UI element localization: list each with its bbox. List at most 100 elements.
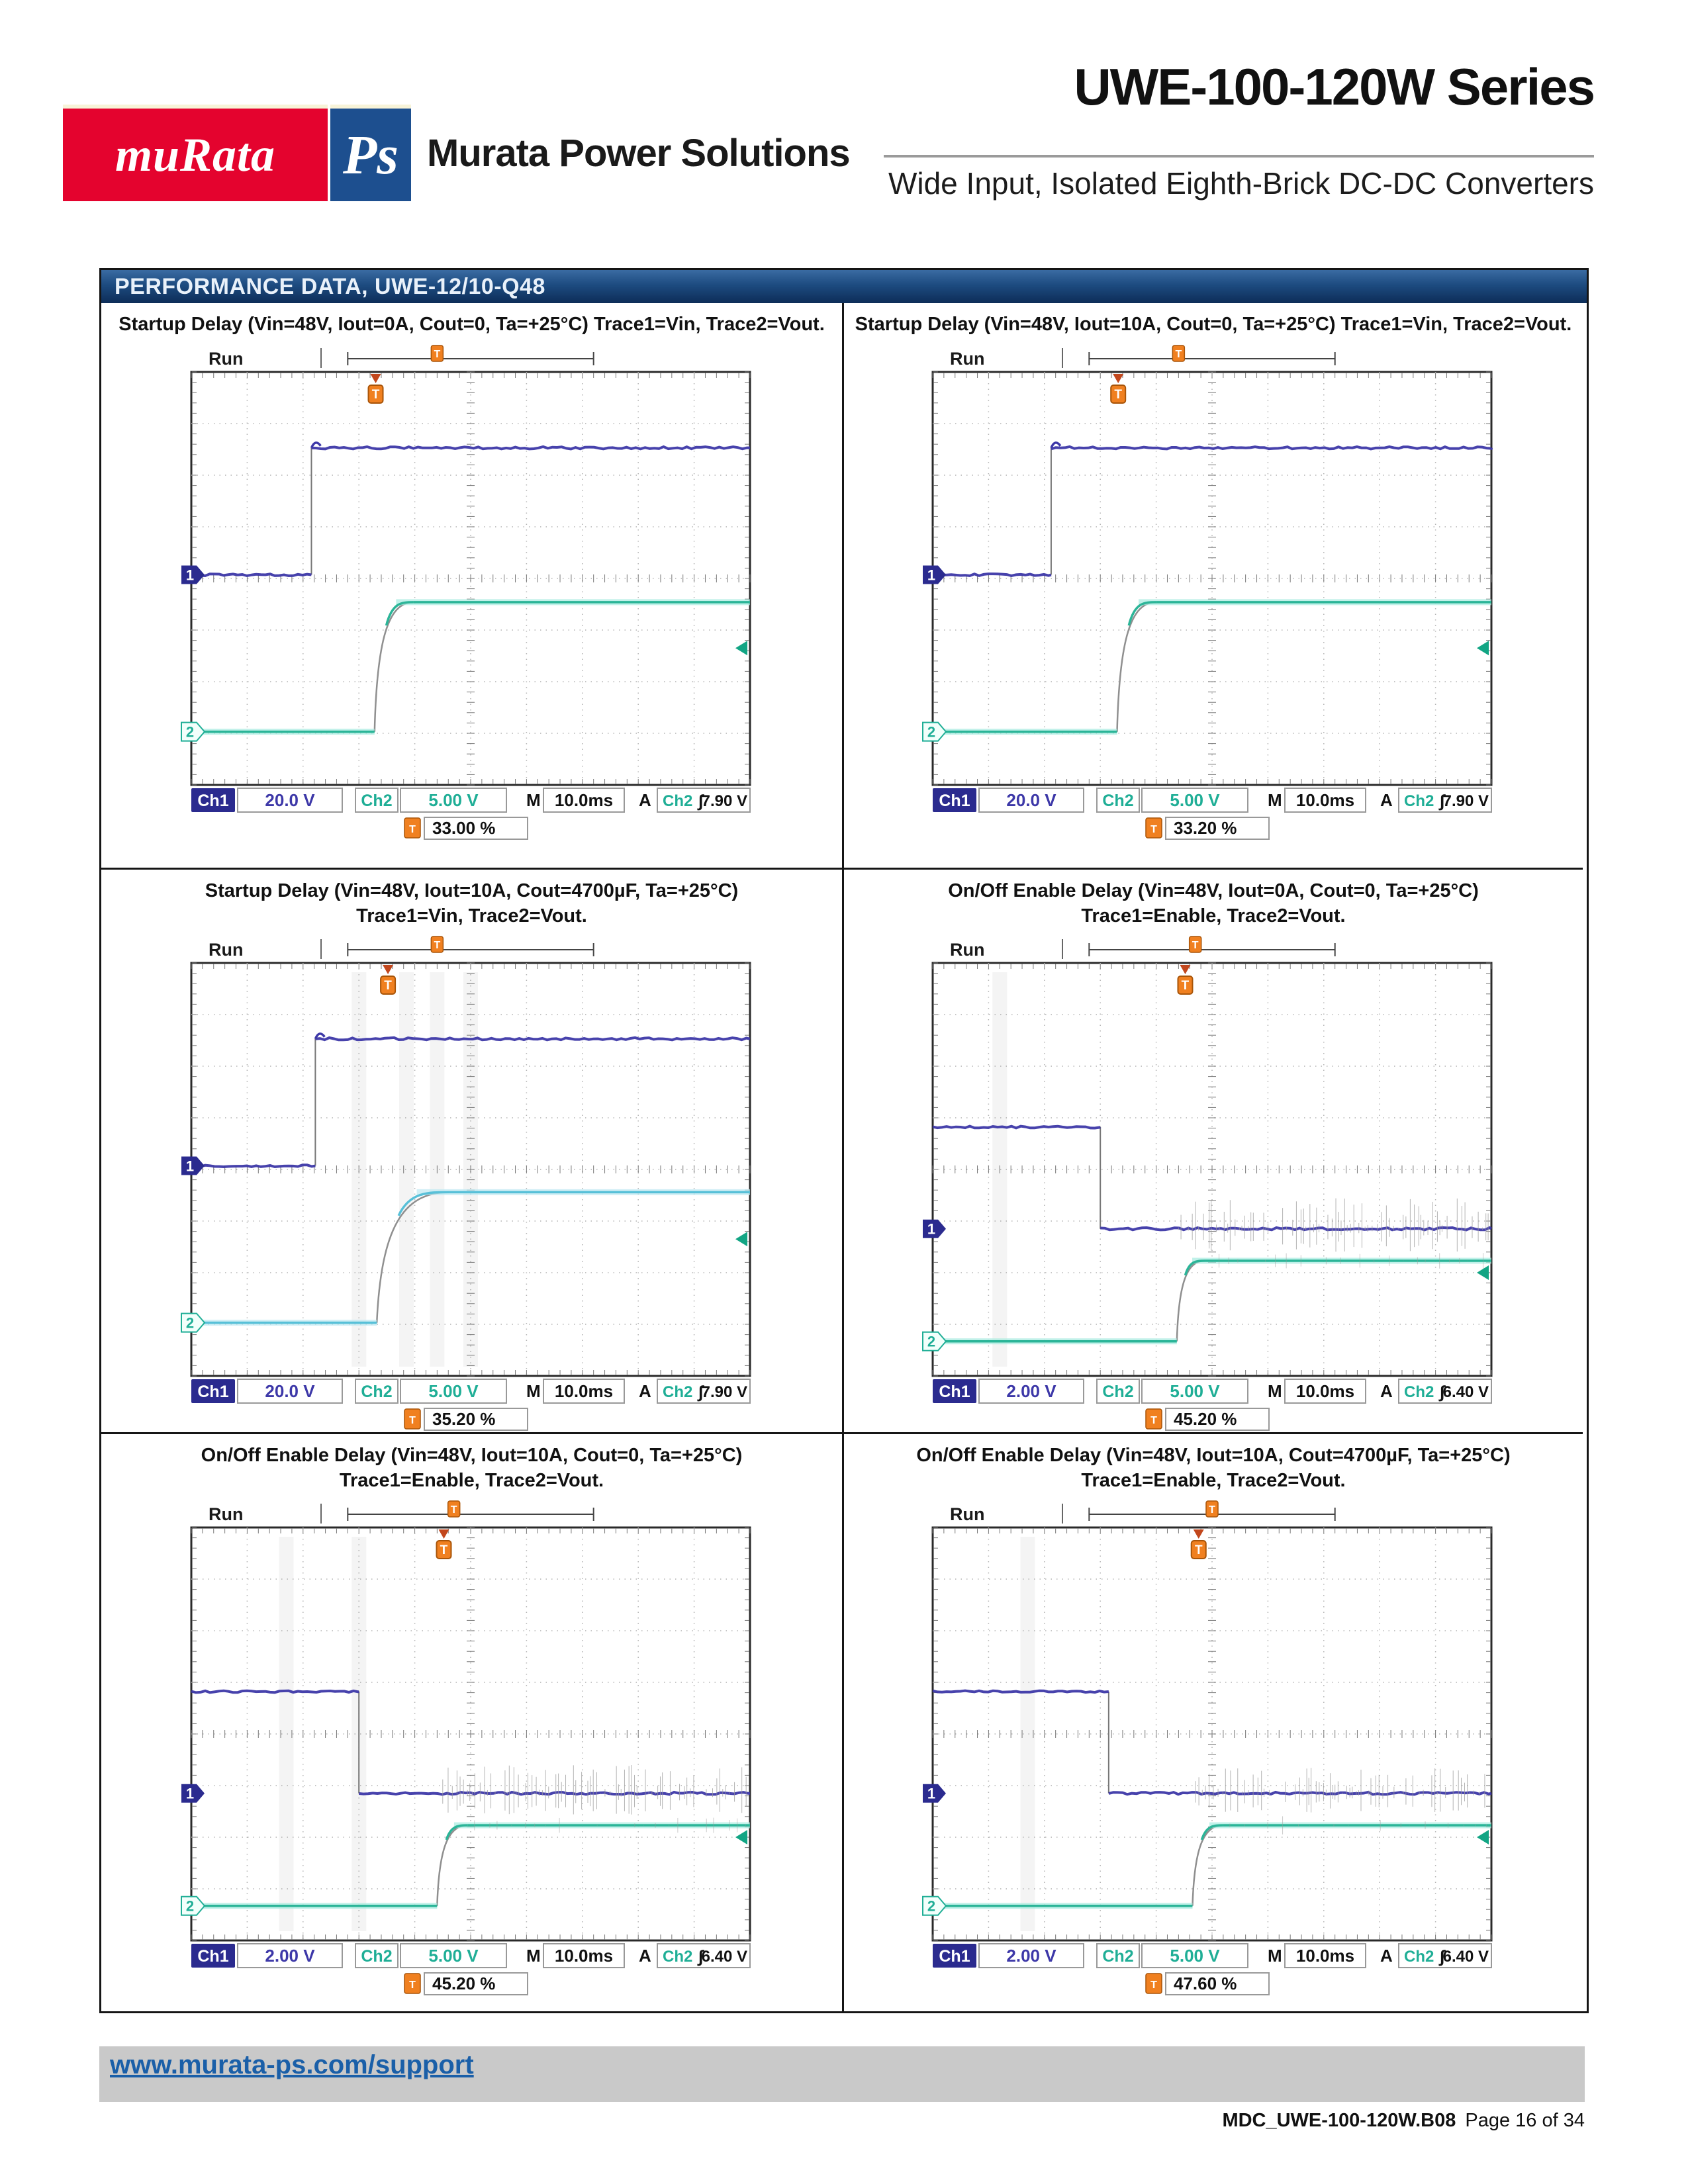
trigger-position-arrow	[1180, 965, 1191, 975]
trigger-percent-icon	[403, 817, 421, 839]
performance-data-section: PERFORMANCE DATA, UWE-12/10-Q48 Startup …	[99, 268, 1589, 2013]
ch1-trace-right	[1100, 1226, 1493, 1232]
trigger-position-flag	[435, 1540, 451, 1560]
ch1-scale-box	[236, 787, 343, 813]
brand-name: Murata Power Solutions	[427, 131, 851, 175]
svg-text:T: T	[440, 1543, 447, 1557]
trigger-position-flag	[1190, 1540, 1207, 1560]
trigger-percent-value: 33.00 %	[432, 818, 495, 838]
svg-text:∫: ∫	[1438, 791, 1446, 811]
svg-text:∫: ∫	[697, 1382, 704, 1402]
timebase-box	[542, 787, 625, 813]
trigger-readout-box	[656, 1943, 751, 1969]
svg-text:10.0ms: 10.0ms	[554, 790, 612, 810]
svg-text:1: 1	[185, 1158, 193, 1175]
svg-text:T: T	[1209, 1504, 1215, 1516]
panel-title: On/Off Enable Delay (Vin=48V, Iout=10A, …	[916, 1445, 1511, 1466]
ch1-ground-marker	[181, 1784, 205, 1803]
svg-text:5.00 V: 5.00 V	[1170, 790, 1220, 810]
svg-text:Ch2: Ch2	[1404, 792, 1434, 810]
svg-text:1: 1	[927, 1786, 935, 1802]
ch2-scale-box	[1141, 1379, 1248, 1404]
ch1-readout-badge	[191, 1944, 235, 1968]
svg-text:2.00 V: 2.00 V	[265, 1946, 315, 1966]
ch1-trace-right	[310, 445, 750, 451]
svg-text:T: T	[1114, 388, 1122, 402]
trigger-level-arrow	[1477, 1265, 1489, 1281]
svg-text:6.40 V: 6.40 V	[701, 1948, 747, 1966]
trigger-percent-box	[423, 1972, 528, 1996]
svg-text:Ch2: Ch2	[361, 1383, 392, 1401]
ch2-readout-badge	[1096, 1943, 1140, 1969]
svg-text:10.0ms: 10.0ms	[554, 1381, 612, 1401]
ch2-ground-marker	[922, 1896, 947, 1917]
ch1-readout-badge	[191, 1379, 235, 1404]
svg-text:Ch2: Ch2	[1102, 1383, 1133, 1401]
svg-text:5.00 V: 5.00 V	[1170, 1381, 1220, 1401]
timebase-box	[542, 1379, 625, 1404]
run-status-label: Run	[950, 349, 984, 369]
ch1-trace-left	[932, 572, 1052, 577]
ch1-scale-box	[236, 1943, 343, 1969]
trigger-percent-value: 47.60 %	[1174, 1974, 1237, 1993]
svg-text:Ch1: Ch1	[197, 1383, 228, 1401]
page-subtitle: Wide Input, Isolated Eighth-Brick DC-DC …	[888, 166, 1594, 201]
ch1-trace-right	[1051, 445, 1493, 451]
trigger-percent-value: 45.20 %	[432, 1974, 495, 1993]
trigger-marker-icon	[1188, 936, 1202, 954]
svg-text:5.00 V: 5.00 V	[428, 790, 479, 810]
svg-text:2: 2	[185, 1315, 193, 1332]
oscilloscope-screenshot: Run T 1 2 T Ch1 2.00 V Ch2 5.00 V M 10.0ms A Ch2 ∫ 6.4…	[180, 1497, 763, 2003]
svg-text:2: 2	[927, 723, 935, 740]
ch2-readout-badge	[1096, 787, 1140, 813]
svg-text:Ch1: Ch1	[939, 792, 970, 810]
ch1-trace-left	[932, 1124, 1101, 1130]
ch1-ground-marker	[923, 1220, 946, 1239]
ch2-readout-badge	[354, 1379, 399, 1404]
trigger-percent-value: 33.20 %	[1174, 818, 1237, 838]
ch1-readout-badge	[933, 1944, 976, 1968]
svg-text:7.90 V: 7.90 V	[1443, 792, 1489, 810]
support-link[interactable]: www.murata-ps.com/support	[110, 2050, 474, 2079]
trigger-percent-box	[1165, 1972, 1270, 1996]
svg-text:T: T	[1150, 824, 1157, 835]
ch1-ground-marker	[923, 1784, 946, 1803]
trigger-marker-icon	[430, 936, 444, 954]
svg-text:A: A	[639, 1381, 651, 1401]
svg-text:T: T	[1150, 1415, 1157, 1426]
svg-text:Ch1: Ch1	[939, 1947, 970, 1966]
svg-text:T: T	[434, 349, 440, 360]
run-status-label: Run	[209, 349, 243, 369]
panel-enable-10a: On/Off Enable Delay (Vin=48V, Iout=10A, …	[101, 1432, 842, 2011]
ch2-ground-marker	[922, 721, 947, 742]
trigger-readout-box	[1398, 787, 1492, 813]
murata-logo-text: muRata	[115, 128, 276, 181]
svg-text:∫: ∫	[1438, 1946, 1446, 1966]
ch2-ground-marker	[180, 721, 205, 742]
svg-text:6.40 V: 6.40 V	[1443, 1383, 1489, 1401]
svg-text:∫: ∫	[1438, 1382, 1446, 1402]
trigger-level-arrow	[1477, 640, 1489, 655]
ch1-trace-left	[190, 572, 312, 577]
svg-text:M: M	[1268, 1381, 1282, 1401]
svg-text:T: T	[1195, 1543, 1203, 1557]
trigger-readout-box	[1398, 1379, 1492, 1404]
svg-text:M: M	[1268, 790, 1282, 810]
ch1-scale-box	[978, 1379, 1084, 1404]
trigger-percent-icon	[1145, 817, 1162, 839]
oscilloscope-screenshot: Run T 1 2 T Ch1 20.0 V Ch2 5.00 V M 10.0ms A Ch2 ∫ 7.9…	[180, 933, 763, 1432]
svg-text:2.00 V: 2.00 V	[1006, 1381, 1056, 1401]
ch1-ground-marker	[181, 565, 205, 584]
murata-logo-red: muRata	[63, 105, 328, 201]
ch2-scale-box	[399, 1943, 507, 1969]
svg-text:2: 2	[185, 723, 193, 740]
svg-text:10.0ms: 10.0ms	[554, 1946, 612, 1966]
trigger-position-flag	[367, 384, 384, 404]
svg-text:A: A	[1380, 1381, 1393, 1401]
panel-title-line2: Trace1=Enable, Trace2=Vout.	[1081, 905, 1346, 927]
svg-text:T: T	[1150, 1979, 1157, 1991]
trigger-percent-icon	[403, 1973, 421, 1995]
panel-startup-4700uf: Startup Delay (Vin=48V, Iout=10A, Cout=4…	[101, 868, 842, 1432]
svg-text:5.00 V: 5.00 V	[428, 1381, 479, 1401]
panel-title-line2: Trace1=Vin, Trace2=Vout.	[356, 905, 587, 927]
